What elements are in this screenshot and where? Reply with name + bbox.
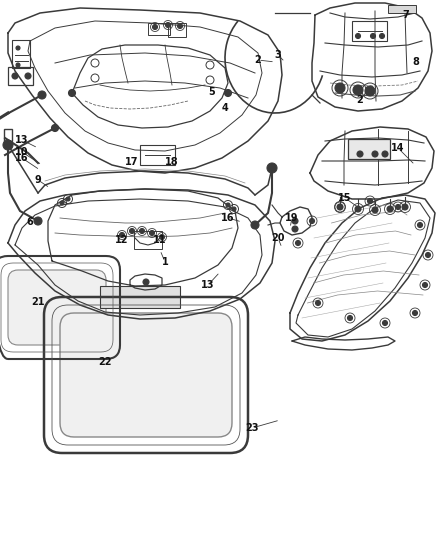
Bar	[12, 40, 30, 68]
Circle shape	[396, 205, 400, 209]
Bar	[168, 23, 186, 37]
Circle shape	[38, 91, 46, 99]
Circle shape	[337, 204, 343, 210]
Circle shape	[66, 197, 70, 201]
Circle shape	[315, 301, 321, 305]
Circle shape	[60, 201, 64, 205]
FancyBboxPatch shape	[8, 270, 106, 345]
Bar	[4, 129, 12, 141]
Circle shape	[365, 86, 375, 96]
Text: 14: 14	[391, 143, 405, 153]
Text: 15: 15	[338, 193, 352, 203]
Circle shape	[152, 25, 158, 29]
Text: 11: 11	[153, 235, 167, 245]
Text: 21: 21	[31, 297, 45, 307]
Circle shape	[25, 73, 31, 79]
Text: 20: 20	[271, 233, 285, 243]
Text: 13: 13	[15, 135, 29, 145]
Circle shape	[338, 205, 343, 209]
Text: 2: 2	[357, 95, 364, 105]
Circle shape	[251, 221, 259, 229]
Circle shape	[177, 23, 183, 28]
Circle shape	[3, 140, 13, 150]
Text: 16: 16	[221, 213, 235, 223]
Circle shape	[12, 73, 18, 79]
Circle shape	[353, 85, 363, 95]
Circle shape	[149, 230, 155, 236]
Circle shape	[387, 206, 393, 212]
Text: 19: 19	[285, 213, 299, 223]
Circle shape	[120, 232, 124, 238]
Circle shape	[166, 22, 170, 28]
Text: 13: 13	[201, 280, 215, 290]
Circle shape	[371, 34, 375, 38]
Text: 3: 3	[275, 50, 281, 60]
Bar	[134, 231, 162, 249]
Circle shape	[310, 219, 314, 223]
Circle shape	[382, 151, 388, 157]
Circle shape	[68, 90, 75, 96]
FancyBboxPatch shape	[60, 313, 232, 437]
Circle shape	[335, 83, 345, 93]
Circle shape	[296, 240, 300, 246]
Circle shape	[226, 203, 230, 207]
Bar	[140, 145, 175, 165]
Text: 7: 7	[403, 10, 410, 20]
Circle shape	[292, 226, 298, 232]
Circle shape	[16, 63, 20, 67]
Text: 1: 1	[162, 257, 168, 267]
Bar	[8, 67, 33, 85]
Circle shape	[356, 34, 360, 38]
Text: 12: 12	[115, 235, 129, 245]
Circle shape	[372, 151, 378, 157]
Circle shape	[347, 316, 353, 320]
Text: 22: 22	[98, 357, 112, 367]
Circle shape	[379, 34, 385, 38]
Text: 17: 17	[125, 157, 139, 167]
Circle shape	[232, 207, 236, 211]
Bar	[388, 5, 416, 13]
Circle shape	[130, 229, 134, 233]
Text: 8: 8	[413, 57, 420, 67]
Bar	[348, 139, 390, 159]
Circle shape	[357, 151, 363, 157]
Circle shape	[367, 198, 372, 204]
Bar	[148, 23, 170, 35]
Circle shape	[382, 320, 388, 326]
Circle shape	[423, 282, 427, 287]
Circle shape	[143, 279, 149, 285]
Text: 16: 16	[15, 153, 29, 163]
Circle shape	[355, 206, 361, 212]
Text: 9: 9	[35, 175, 41, 185]
Circle shape	[225, 90, 232, 96]
Circle shape	[34, 217, 42, 225]
Circle shape	[402, 204, 408, 210]
Circle shape	[417, 222, 423, 228]
Text: 23: 23	[245, 423, 259, 433]
Text: 4: 4	[222, 103, 228, 113]
Circle shape	[159, 235, 165, 239]
Circle shape	[413, 311, 417, 316]
Text: 10: 10	[15, 147, 29, 157]
Text: 6: 6	[27, 217, 33, 227]
Circle shape	[292, 218, 298, 224]
Text: 5: 5	[208, 87, 215, 97]
Circle shape	[139, 229, 145, 233]
Bar	[100, 286, 180, 308]
Circle shape	[267, 163, 277, 173]
Bar	[352, 21, 387, 41]
Circle shape	[52, 125, 59, 132]
Text: 2: 2	[254, 55, 261, 65]
Circle shape	[372, 207, 378, 213]
Circle shape	[16, 46, 20, 50]
Text: 18: 18	[165, 157, 179, 167]
Circle shape	[425, 253, 431, 257]
